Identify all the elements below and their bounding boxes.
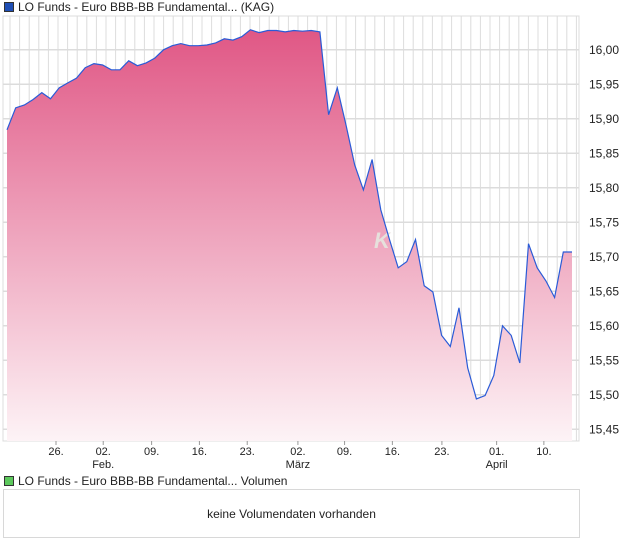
y-tick-label: 15,80 [589,181,619,195]
x-tick-label: 10. [536,446,551,458]
y-tick-label: 15,85 [589,146,619,160]
x-tick-label: 26. [48,446,63,458]
volume-legend: LO Funds - Euro BBB-BB Fundamental... Vo… [4,474,287,488]
x-tick-label: 16. [192,446,207,458]
y-tick-label: 15,70 [589,250,619,264]
x-month-label: März [286,459,310,470]
x-tick-label: 01. [489,446,504,458]
price-legend-label: LO Funds - Euro BBB-BB Fundamental... (K… [18,0,275,14]
x-tick-label: 23. [434,446,449,458]
volume-legend-label: LO Funds - Euro BBB-BB Fundamental... Vo… [18,474,288,488]
x-month-label: Feb. [92,459,114,470]
x-month-label: April [486,459,508,470]
y-tick-label: 15,55 [589,353,619,367]
y-tick-label: 15,95 [589,77,619,91]
volume-panel: keine Volumendaten vorhanden [3,489,580,538]
price-legend: LO Funds - Euro BBB-BB Fundamental... (K… [4,0,274,14]
x-tick-label: 09. [337,446,352,458]
y-tick-label: 16,00 [589,43,619,57]
x-tick-label: 23. [240,446,255,458]
y-tick-label: 15,90 [589,112,619,126]
x-tick-label: 02. [290,446,305,458]
y-tick-label: 15,65 [589,284,619,298]
x-tick-label: 16. [385,446,400,458]
price-legend-swatch [4,2,14,12]
y-tick-label: 15,45 [589,422,619,436]
price-area [7,29,572,442]
price-line [6,29,572,400]
y-tick-label: 15,75 [589,215,619,229]
volume-legend-swatch [4,476,14,486]
y-tick-label: 15,60 [589,319,619,333]
volume-empty-message: keine Volumendaten vorhanden [207,506,376,521]
y-tick-label: 15,50 [589,388,619,402]
x-tick-label: 09. [144,446,159,458]
price-chart: 16,00 15,95 15,90 15,85 15,80 15,75 15,70 15,65… [2,15,619,470]
x-tick-label: 02. [96,446,111,458]
